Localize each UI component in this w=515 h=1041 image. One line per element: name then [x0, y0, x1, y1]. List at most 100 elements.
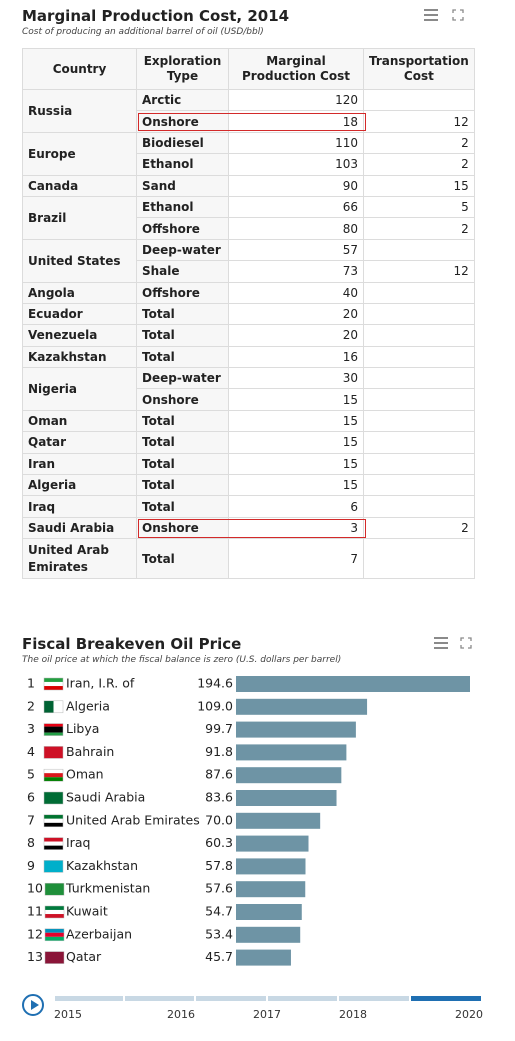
cost-table-title: Marginal Production Cost, 2014	[22, 7, 290, 25]
fullscreen-icon[interactable]	[460, 637, 472, 649]
bar-row: 4 Bahrain 91.8	[27, 744, 347, 761]
table-row: Offshore 80 2	[23, 217, 475, 240]
cell-country: United States	[22, 238, 137, 283]
cell-exploration-type: Ethanol	[136, 195, 229, 219]
table-row: Russia Arctic 120	[22, 88, 475, 133]
rank-label: 5	[27, 767, 35, 782]
cell-marginal-cost: 3	[228, 516, 364, 540]
value-label: 109.0	[197, 698, 233, 713]
rank-label: 10	[27, 881, 43, 896]
cell-transport-cost: 2	[363, 217, 475, 240]
cell-transport-cost	[363, 409, 475, 433]
cell-transport-cost	[363, 324, 475, 347]
value-label: 45.7	[205, 949, 233, 964]
category-label: United Arab Emirates	[66, 812, 200, 827]
year-timeline: 2015 2016 2017 2018 2020	[0, 988, 515, 1038]
fullscreen-icon[interactable]	[452, 9, 464, 21]
table-row: Oman Total 15	[22, 409, 475, 433]
cell-transport-cost	[363, 88, 475, 112]
cell-marginal-cost: 18	[228, 110, 364, 133]
bar-row: 9 Kazakhstan 57.8	[27, 858, 306, 875]
uae-flag-icon	[43, 814, 64, 828]
bar[interactable]	[236, 904, 302, 920]
category-label: Oman	[66, 767, 104, 782]
timeline-year[interactable]: 2018	[339, 1008, 367, 1021]
column-header-transport-cost[interactable]: Transportation Cost	[363, 48, 475, 90]
timeline-year[interactable]: 2015	[54, 1008, 82, 1021]
table-row: Qatar Total 15	[22, 431, 475, 454]
fiscal-bar-chart: 1 Iran, I.R. of 194.62 Algeria 109.03 Libya 99…	[27, 676, 470, 966]
category-label: Turkmenistan	[65, 881, 150, 896]
bar-row: 1 Iran, I.R. of 194.6	[27, 676, 470, 692]
bahrain-flag-icon	[43, 746, 64, 759]
libya-flag-icon	[43, 723, 64, 736]
cell-country: Qatar	[22, 431, 137, 454]
cost-table-subtitle: Cost of producing an additional barrel o…	[22, 27, 264, 37]
hamburger-menu-icon[interactable]	[434, 637, 448, 649]
bar[interactable]	[236, 949, 291, 966]
timeline-year[interactable]: 2020	[455, 1008, 483, 1021]
cell-transport-cost	[363, 367, 475, 390]
cell-marginal-cost: 66	[228, 195, 364, 219]
bar[interactable]	[236, 721, 356, 738]
cell-marginal-cost: 40	[228, 281, 364, 304]
timeline-progress	[410, 996, 481, 1001]
bar[interactable]	[236, 790, 337, 806]
value-label: 57.6	[205, 881, 233, 896]
cell-country: Algeria	[22, 474, 137, 497]
rank-label: 8	[27, 835, 35, 850]
cell-transport-cost: 2	[363, 516, 475, 540]
cell-marginal-cost: 16	[228, 345, 364, 369]
table-row: Algeria Total 15	[22, 474, 475, 497]
rank-label: 1	[27, 676, 35, 691]
category-label: Iran, I.R. of	[66, 676, 135, 691]
timeline-track[interactable]	[55, 996, 481, 1001]
bar[interactable]	[236, 698, 368, 715]
cell-exploration-type: Total	[136, 345, 229, 369]
table-row: Brazil Ethanol 66 5	[22, 195, 475, 240]
bar-row: 6 Saudi Arabia 83.6	[27, 790, 337, 806]
cell-country: United Arab Emirates	[22, 538, 137, 580]
cell-marginal-cost: 15	[228, 431, 364, 454]
iraq-flag-icon	[43, 837, 64, 850]
category-label: Kuwait	[66, 904, 108, 919]
timeline-year[interactable]: 2016	[167, 1008, 195, 1021]
bar[interactable]	[236, 926, 301, 943]
cell-exploration-type: Total	[136, 324, 229, 347]
bar[interactable]	[236, 881, 306, 898]
bar[interactable]	[236, 812, 321, 829]
cell-transport-cost: 12	[363, 110, 475, 133]
bar[interactable]	[236, 767, 342, 784]
bar[interactable]	[236, 744, 347, 761]
timeline-year[interactable]: 2017	[253, 1008, 281, 1021]
column-header-country[interactable]: Country	[22, 48, 137, 90]
bar[interactable]	[236, 676, 470, 692]
cell-marginal-cost: 90	[228, 174, 364, 197]
bar-row: 5 Oman 87.6	[27, 767, 342, 784]
iran-flag-icon	[43, 677, 64, 691]
bar[interactable]	[236, 835, 309, 852]
column-header-exploration-type[interactable]: Exploration Type	[136, 48, 229, 90]
cell-transport-cost	[363, 452, 475, 476]
turkmenistan-flag-icon	[44, 882, 65, 896]
bar[interactable]	[236, 858, 306, 875]
cell-marginal-cost: 15	[228, 474, 364, 497]
play-icon[interactable]	[22, 994, 44, 1016]
cell-exploration-type: Total	[136, 495, 229, 518]
oman-flag-icon	[43, 768, 64, 782]
cell-exploration-type: Offshore	[136, 281, 229, 304]
rank-label: 3	[27, 721, 35, 736]
cell-country: Ecuador	[22, 302, 137, 326]
cell-exploration-type: Total	[136, 431, 229, 454]
cell-country: Oman	[22, 409, 137, 433]
cell-transport-cost	[363, 388, 475, 411]
cell-country: Canada	[22, 174, 137, 197]
cell-exploration-type: Shale	[136, 260, 229, 283]
hamburger-menu-icon[interactable]	[424, 9, 438, 21]
cell-transport-cost	[363, 474, 475, 497]
cell-marginal-cost: 30	[228, 367, 364, 390]
bar-row: 2 Algeria 109.0	[27, 698, 368, 715]
rank-label: 2	[27, 698, 35, 713]
bar-row: 13 Qatar 45.7	[27, 949, 291, 966]
column-header-marginal-cost[interactable]: Marginal Production Cost	[228, 48, 364, 90]
